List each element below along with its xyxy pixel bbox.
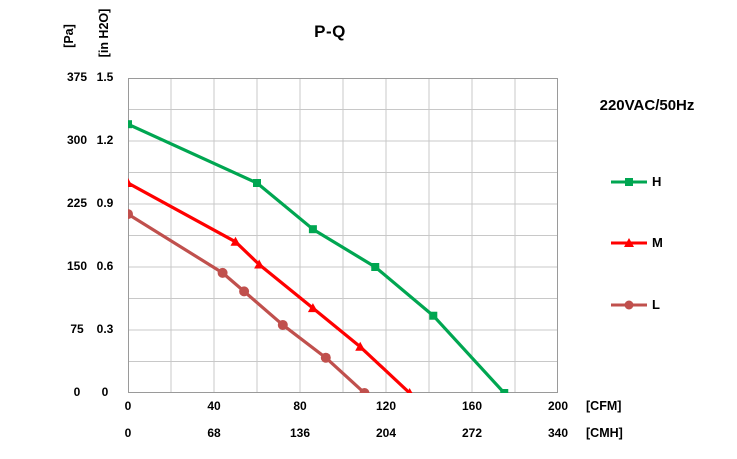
circle-marker-icon-L [277, 319, 288, 330]
x-tick-cfm: 0 [124, 399, 132, 413]
square-marker-icon-H [500, 389, 509, 397]
y-tick-pa: 75 [70, 322, 84, 336]
x-tick-cmh: 340 [547, 426, 569, 440]
series-line-H [126, 122, 506, 395]
legend-item-M: M [610, 235, 663, 251]
plot-area [123, 77, 559, 398]
x-tick-cfm: 200 [547, 399, 569, 413]
plot-grid-and-curves [123, 77, 559, 398]
series-line-L [126, 212, 367, 395]
square-marker-icon-H [308, 225, 317, 234]
y-axis-unit-inh2o: [in H2O] [97, 8, 111, 58]
legend-label-M: M [652, 235, 663, 250]
x-tick-cmh: 0 [124, 426, 132, 440]
x-tick-cmh: 68 [207, 426, 221, 440]
legend-label-L: L [652, 297, 660, 312]
triangle-marker-icon-M [355, 341, 366, 351]
legend-label-H: H [652, 174, 662, 189]
triangle-marker-icon-M [307, 303, 318, 313]
y-tick-inh2o: 1.2 [96, 133, 114, 147]
x-tick-cmh: 272 [461, 426, 483, 440]
x-tick-cfm: 160 [461, 399, 483, 413]
y-tick-inh2o: 0 [101, 385, 109, 399]
circle-marker-icon-L [320, 352, 331, 363]
legend-title: 220VAC/50Hz [599, 97, 695, 114]
x-tick-cfm: 40 [207, 399, 221, 413]
y-tick-inh2o: 0.9 [96, 196, 114, 210]
square-marker-icon-H [253, 179, 261, 187]
square-marker-icon-H [429, 311, 438, 320]
x-tick-cmh: 204 [375, 426, 397, 440]
y-tick-pa: 0 [73, 385, 81, 399]
x-tick-cmh: 136 [289, 426, 311, 440]
legend-item-L: L [610, 297, 660, 313]
x-axis-unit-cmh: [CMH] [586, 426, 623, 440]
x-tick-cfm: 120 [375, 399, 397, 413]
circle-marker-icon-L [217, 267, 228, 278]
y-tick-inh2o: 1.5 [96, 70, 114, 84]
square-marker-icon-H [371, 263, 380, 271]
triangle-marker-icon-M [230, 236, 241, 246]
plot-border [128, 78, 558, 393]
legend-item-H: H [610, 174, 661, 190]
y-tick-pa: 300 [66, 133, 88, 147]
chart-title: P-Q [314, 22, 346, 41]
legend-square-swatch-icon [611, 178, 647, 186]
y-tick-inh2o: 0.3 [96, 322, 114, 336]
triangle-marker-icon-M [254, 259, 265, 269]
legend-circle-swatch-icon [611, 300, 647, 310]
x-tick-cfm: 80 [293, 399, 307, 413]
y-axis-unit-pa: [Pa] [62, 24, 76, 48]
legend-triangle-swatch-icon [611, 238, 647, 247]
y-tick-pa: 375 [66, 70, 88, 84]
y-tick-inh2o: 0.6 [96, 259, 114, 273]
series-line-M [126, 181, 412, 395]
y-tick-pa: 150 [66, 259, 88, 273]
square-marker-icon-H [124, 120, 132, 129]
y-tick-pa: 225 [66, 196, 88, 210]
circle-marker-icon-L [239, 286, 250, 297]
x-axis-unit-cfm: [CFM] [586, 399, 622, 413]
